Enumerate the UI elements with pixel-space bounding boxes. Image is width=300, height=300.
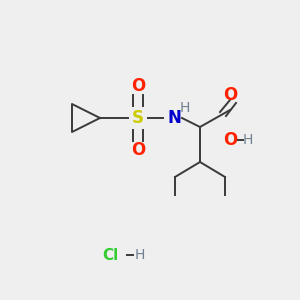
Text: N: N — [167, 109, 181, 127]
Text: H: H — [180, 101, 190, 115]
Text: O: O — [223, 86, 237, 104]
Text: S: S — [132, 109, 144, 127]
Text: H: H — [135, 248, 145, 262]
Text: O: O — [223, 131, 237, 149]
Text: Cl: Cl — [102, 248, 118, 262]
Text: H: H — [243, 133, 253, 147]
Text: O: O — [131, 77, 145, 95]
Text: O: O — [131, 141, 145, 159]
